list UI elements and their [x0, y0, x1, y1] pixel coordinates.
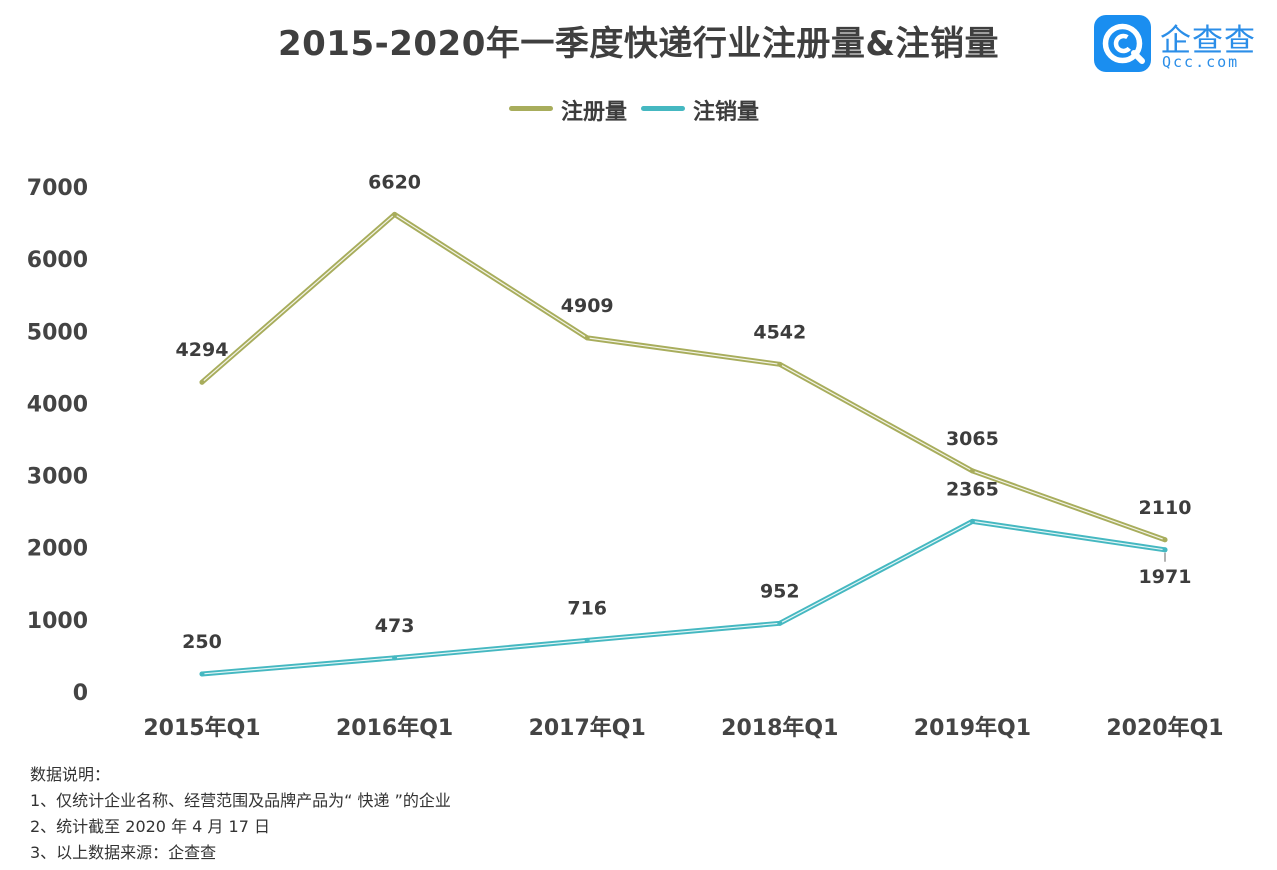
series-point — [969, 468, 975, 474]
y-tick-label: 7000 — [27, 176, 88, 201]
legend-swatch-registrations — [509, 106, 553, 111]
legend-label-cancellations: 注销量 — [693, 100, 760, 125]
y-tick-label: 5000 — [27, 320, 88, 345]
y-tick-label: 2000 — [27, 537, 88, 562]
x-tick-label: 2018年Q1 — [721, 715, 838, 741]
chart-title: 2015-2020年一季度快递行业注册量&注销量 — [277, 24, 1000, 64]
x-tick-label: 2019年Q1 — [914, 715, 1031, 741]
y-tick-label: 6000 — [27, 248, 88, 273]
data-notes: 数据说明： 1、仅统计企业名称、经营范围及品牌产品为“ 快递 ”的企业 2、统计… — [30, 762, 451, 866]
note-item: 2、统计截至 2020 年 4 月 17 日 — [30, 817, 270, 836]
series-point — [584, 637, 590, 643]
series-point — [777, 620, 783, 626]
series-point — [969, 518, 975, 524]
x-tick-label: 2016年Q1 — [336, 715, 453, 741]
line-chart: 0 1000 2000 3000 4000 5000 6000 7000 2015年Q1 2016… — [27, 171, 1224, 741]
series-point — [392, 211, 398, 217]
data-label: 250 — [182, 631, 222, 653]
data-label: 716 — [567, 597, 607, 619]
qcc-logo: 企查查 Qcc.com — [1094, 15, 1264, 75]
x-tick-label: 2015年Q1 — [143, 715, 260, 741]
legend: 注册量 注销量 — [0, 92, 1277, 126]
data-label: 6620 — [368, 171, 421, 193]
series-line-highlight-1 — [201, 520, 1166, 675]
series-line-highlight-0 — [201, 213, 1166, 541]
series-point — [584, 335, 590, 341]
data-label: 3065 — [946, 428, 999, 450]
data-label: 473 — [375, 615, 415, 637]
y-tick-label: 4000 — [27, 392, 88, 417]
series-point — [1162, 547, 1168, 553]
notes-heading: 数据说明： — [30, 765, 111, 784]
series-point — [199, 379, 205, 385]
note-item: 3、以上数据来源：企查查 — [30, 843, 217, 862]
series-point — [392, 655, 398, 661]
data-label: 4542 — [753, 321, 806, 343]
series-point — [777, 361, 783, 367]
logo-domain: Qcc.com — [1162, 53, 1240, 71]
x-tick-label: 2020年Q1 — [1106, 715, 1223, 741]
y-tick-label: 3000 — [27, 465, 88, 490]
legend-label-registrations: 注册量 — [561, 100, 628, 125]
data-label: 4294 — [176, 339, 229, 361]
note-item: 1、仅统计企业名称、经营范围及品牌产品为“ 快递 ”的企业 — [30, 791, 451, 810]
data-label: 2110 — [1139, 497, 1192, 519]
data-label: 952 — [760, 580, 800, 602]
qcc-logo-icon — [1094, 15, 1151, 72]
logo-name: 企查查 — [1160, 23, 1256, 59]
x-tick-label: 2017年Q1 — [529, 715, 646, 741]
data-label: 1971 — [1139, 566, 1192, 588]
data-label: 2365 — [946, 478, 999, 500]
series-point — [199, 671, 205, 677]
data-label: 4909 — [561, 295, 614, 317]
legend-swatch-cancellations — [641, 106, 685, 111]
y-tick-label: 1000 — [27, 609, 88, 634]
series-point — [1162, 537, 1168, 543]
series-line-1 — [199, 518, 1168, 677]
y-tick-label: 0 — [73, 681, 88, 706]
series-line-0 — [199, 211, 1168, 543]
